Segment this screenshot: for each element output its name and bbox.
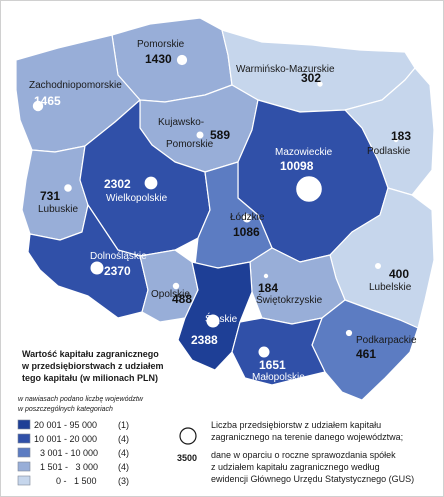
legend-range-class-2: 10 001 - 20 000: [34, 434, 97, 444]
label-name-podkarpackie: Podkarpackie: [356, 335, 417, 346]
label-name-kujawsko-line2: Pomorskie: [166, 139, 214, 150]
circle-legend-line5: ewidencji Głównego Urzędu Statystycznego…: [211, 474, 414, 484]
circle-wielkopolskie: [144, 176, 158, 190]
label-name-warminsko-mazurskie: Warmińsko-Mazurskie: [236, 64, 335, 75]
label-value-kujawsko-pomorskie: 589: [210, 128, 230, 142]
label-value-lubuskie: 731: [40, 189, 60, 203]
legend-range-class-4: 1 501 - 3 000: [40, 462, 98, 472]
label-name-kujawsko-line1: Kujawsko-: [158, 117, 204, 128]
circle-opolskie: [172, 282, 180, 290]
circle-pomorskie: [176, 54, 188, 66]
circle-podlaskie: [393, 137, 399, 143]
circle-legend-value: 3500: [177, 453, 197, 463]
circle-mazowieckie: [296, 176, 322, 202]
label-value-mazowieckie: 10098: [280, 159, 314, 173]
label-value-slaskie: 2388: [191, 333, 218, 347]
region-malopolskie[interactable]: [231, 317, 326, 386]
label-value-wielkopolskie: 2302: [104, 177, 131, 191]
label-name-mazowieckie: Mazowieckie: [275, 147, 333, 158]
circle-podkarpackie: [345, 329, 353, 337]
legend-swatch-class-5: [17, 475, 31, 486]
label-name-zachodniopomorskie: Zachodniopomorskie: [29, 80, 122, 91]
label-value-opolskie: 488: [172, 292, 192, 306]
circle-lodzkie: [242, 213, 252, 223]
label-name-slaskie: Śląskie: [205, 312, 238, 325]
label-name-swietokrzyskie: Świętokrzyskie: [256, 293, 323, 306]
legend-note-line1: w nawiasach podano liczbę województw: [18, 396, 144, 403]
legend-range-class-3: 3 001 - 10 000: [40, 448, 98, 458]
label-value-pomorskie: 1430: [145, 52, 172, 66]
label-value-malopolskie: 1651: [259, 358, 286, 372]
label-name-dolnoslaskie: Dolnośląskie: [90, 251, 147, 262]
legend-count-class-2: (4): [118, 434, 129, 444]
legend-count-class-5: (3): [118, 476, 129, 486]
label-name-lubuskie: Lubuskie: [38, 204, 78, 215]
circle-legend-line3: dane w oparciu o roczne sprawozdania spó…: [211, 450, 396, 460]
legend-count-class-1: (1): [118, 420, 129, 430]
label-value-lodzkie: 1086: [233, 225, 260, 239]
legend-swatch-class-4: [17, 461, 31, 472]
legend-title-line2: w przedsiębiorstwach z udziałem: [21, 361, 164, 371]
label-name-lodzkie: Łódzkie: [230, 212, 265, 223]
legend-swatch-class-3: [17, 447, 31, 458]
label-name-wielkopolskie: Wielkopolskie: [106, 193, 168, 204]
label-name-malopolskie: Małopolskie: [252, 372, 305, 383]
circle-lubuskie: [64, 184, 72, 192]
legend-count-class-3: (4): [118, 448, 129, 458]
circle-kujawsko-pomorskie: [196, 131, 204, 139]
label-name-lubelskie: Lubelskie: [369, 282, 412, 293]
legend-count-class-4: (4): [118, 462, 129, 472]
circle-legend-sample: [179, 427, 197, 445]
label-value-zachodniopomorskie: 1465: [34, 94, 61, 108]
label-value-lubelskie: 400: [389, 267, 409, 281]
circle-zachodniopomorskie: [32, 100, 44, 112]
circle-legend-line1: Liczba przedsiębiorstw z udziałem kapita…: [211, 420, 381, 430]
circle-lubelskie: [375, 263, 381, 269]
circle-warminsko-mazurskie: [317, 81, 323, 87]
circle-dolnoslaskie: [90, 261, 104, 275]
legend-range-class-5: 0 - 1 500: [56, 476, 97, 486]
legend-title-line3: tego kapitału (w milionach PLN): [22, 373, 158, 383]
circle-malopolskie: [258, 346, 270, 358]
label-value-dolnoslaskie: 2370: [104, 264, 131, 278]
label-name-pomorskie: Pomorskie: [137, 39, 185, 50]
circle-legend-line2: zagranicznego na terenie danego wojewódz…: [211, 432, 403, 442]
label-value-swietokrzyskie: 184: [258, 281, 278, 295]
legend-note-line2: w poszczególnych kategoriach: [18, 406, 113, 413]
label-name-opolskie: Opolskie: [151, 289, 190, 300]
circle-slaskie: [206, 314, 220, 328]
label-value-warminsko-mazurskie: 302: [301, 71, 321, 85]
label-value-podlaskie: 183: [391, 129, 411, 143]
legend-swatch-class-1: [17, 419, 31, 430]
label-name-podlaskie: Podlaskie: [367, 146, 411, 157]
circle-legend-line4: z udziałem kapitału zagranicznego według: [211, 462, 380, 472]
legend-title-line1: Wartość kapitału zagranicznego: [22, 349, 159, 359]
label-value-podkarpackie: 461: [356, 347, 376, 361]
circle-swietokrzyskie: [263, 273, 269, 279]
legend-range-class-1: 20 001 - 95 000: [34, 420, 97, 430]
legend-swatch-class-2: [17, 433, 31, 444]
